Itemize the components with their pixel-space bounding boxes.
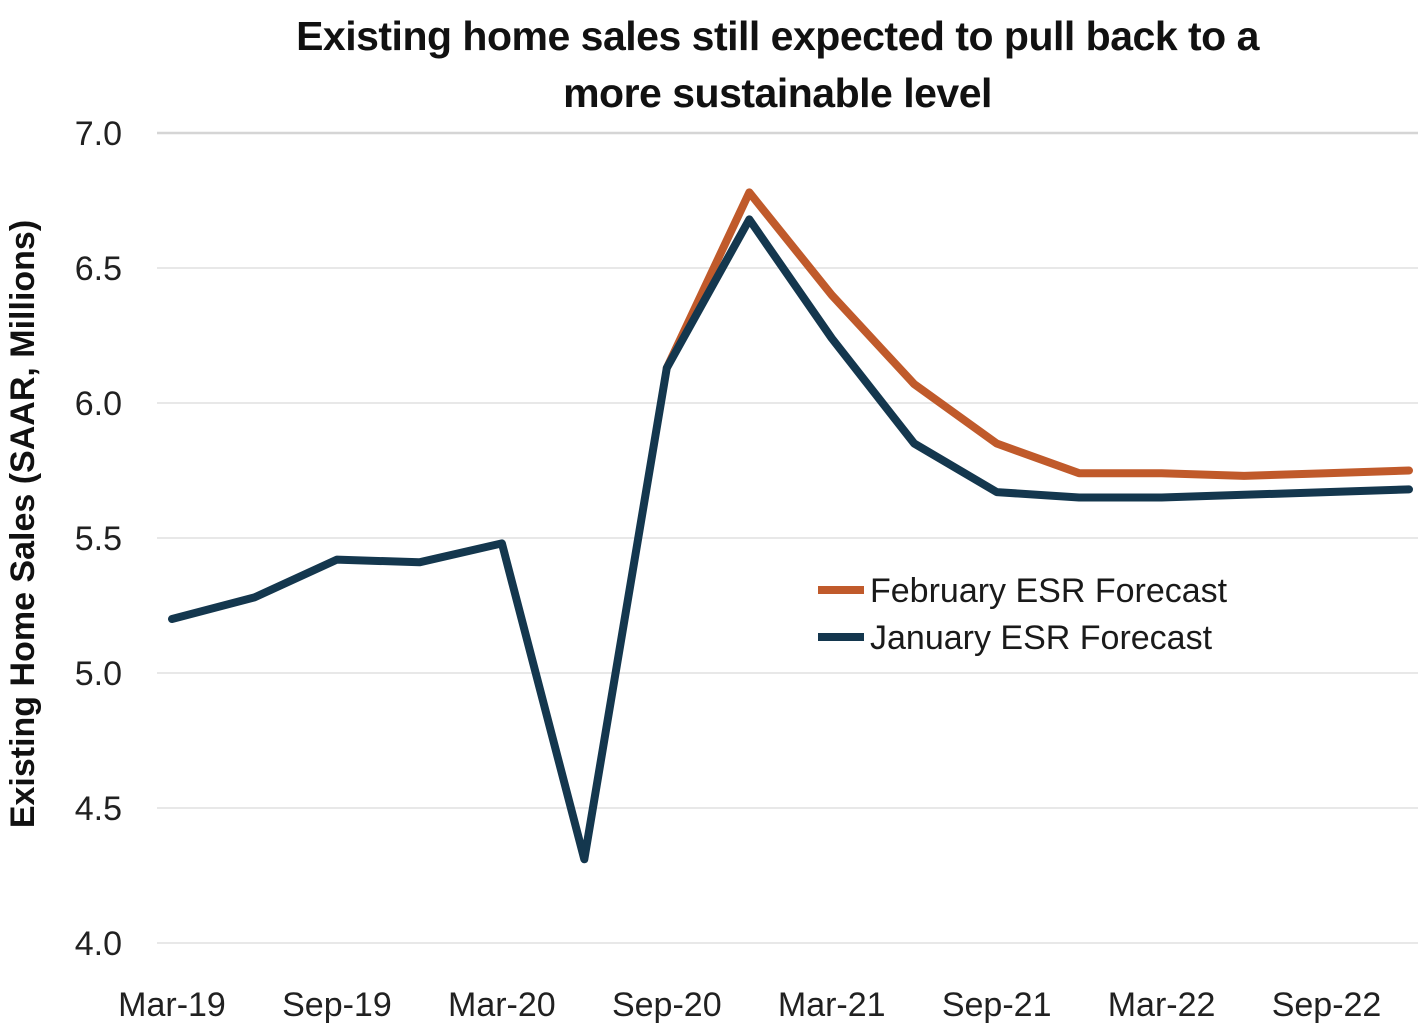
series-line-february-esr-forecast xyxy=(662,188,1413,480)
y-tick-labels: 7.0 6.5 6.0 5.5 5.0 4.5 4.0 xyxy=(75,115,122,963)
x-tick-label: Sep-21 xyxy=(942,986,1052,1024)
x-tick-label: Sep-20 xyxy=(612,986,722,1024)
x-tick-label: Mar-19 xyxy=(118,986,226,1024)
y-tick-label: 6.5 xyxy=(75,250,122,288)
x-tick-label: Sep-22 xyxy=(1272,986,1382,1024)
x-tick-label: Sep-19 xyxy=(282,986,392,1024)
chart-title-line2: more sustainable level xyxy=(563,70,992,116)
chart-title: Existing home sales still expected to pu… xyxy=(150,8,1405,122)
legend-label-february: February ESR Forecast xyxy=(870,572,1228,610)
y-tick-label: 4.0 xyxy=(75,925,122,963)
legend-label-january: January ESR Forecast xyxy=(870,619,1213,657)
y-tick-label: 4.5 xyxy=(75,790,122,828)
x-tick-labels: Mar-19 Sep-19 Mar-20 Sep-20 Mar-21 Sep-21 Mar-… xyxy=(118,986,1381,1024)
legend: February ESR Forecast January ESR Foreca… xyxy=(818,572,1228,657)
y-axis-title: Existing Home Sales (SAAR, Millions) xyxy=(4,220,42,828)
series-lines xyxy=(168,188,1413,864)
series-line-january-esr-forecast xyxy=(168,215,1413,864)
x-tick-label: Mar-22 xyxy=(1108,986,1216,1024)
y-tick-label: 6.0 xyxy=(75,385,122,423)
x-tick-label: Mar-21 xyxy=(778,986,886,1024)
y-tick-label: 5.5 xyxy=(75,520,122,558)
y-tick-label: 5.0 xyxy=(75,655,122,693)
chart-title-line1: Existing home sales still expected to pu… xyxy=(296,13,1259,59)
y-tick-label: 7.0 xyxy=(75,115,122,153)
gridlines xyxy=(157,131,1418,944)
x-tick-label: Mar-20 xyxy=(448,986,556,1024)
